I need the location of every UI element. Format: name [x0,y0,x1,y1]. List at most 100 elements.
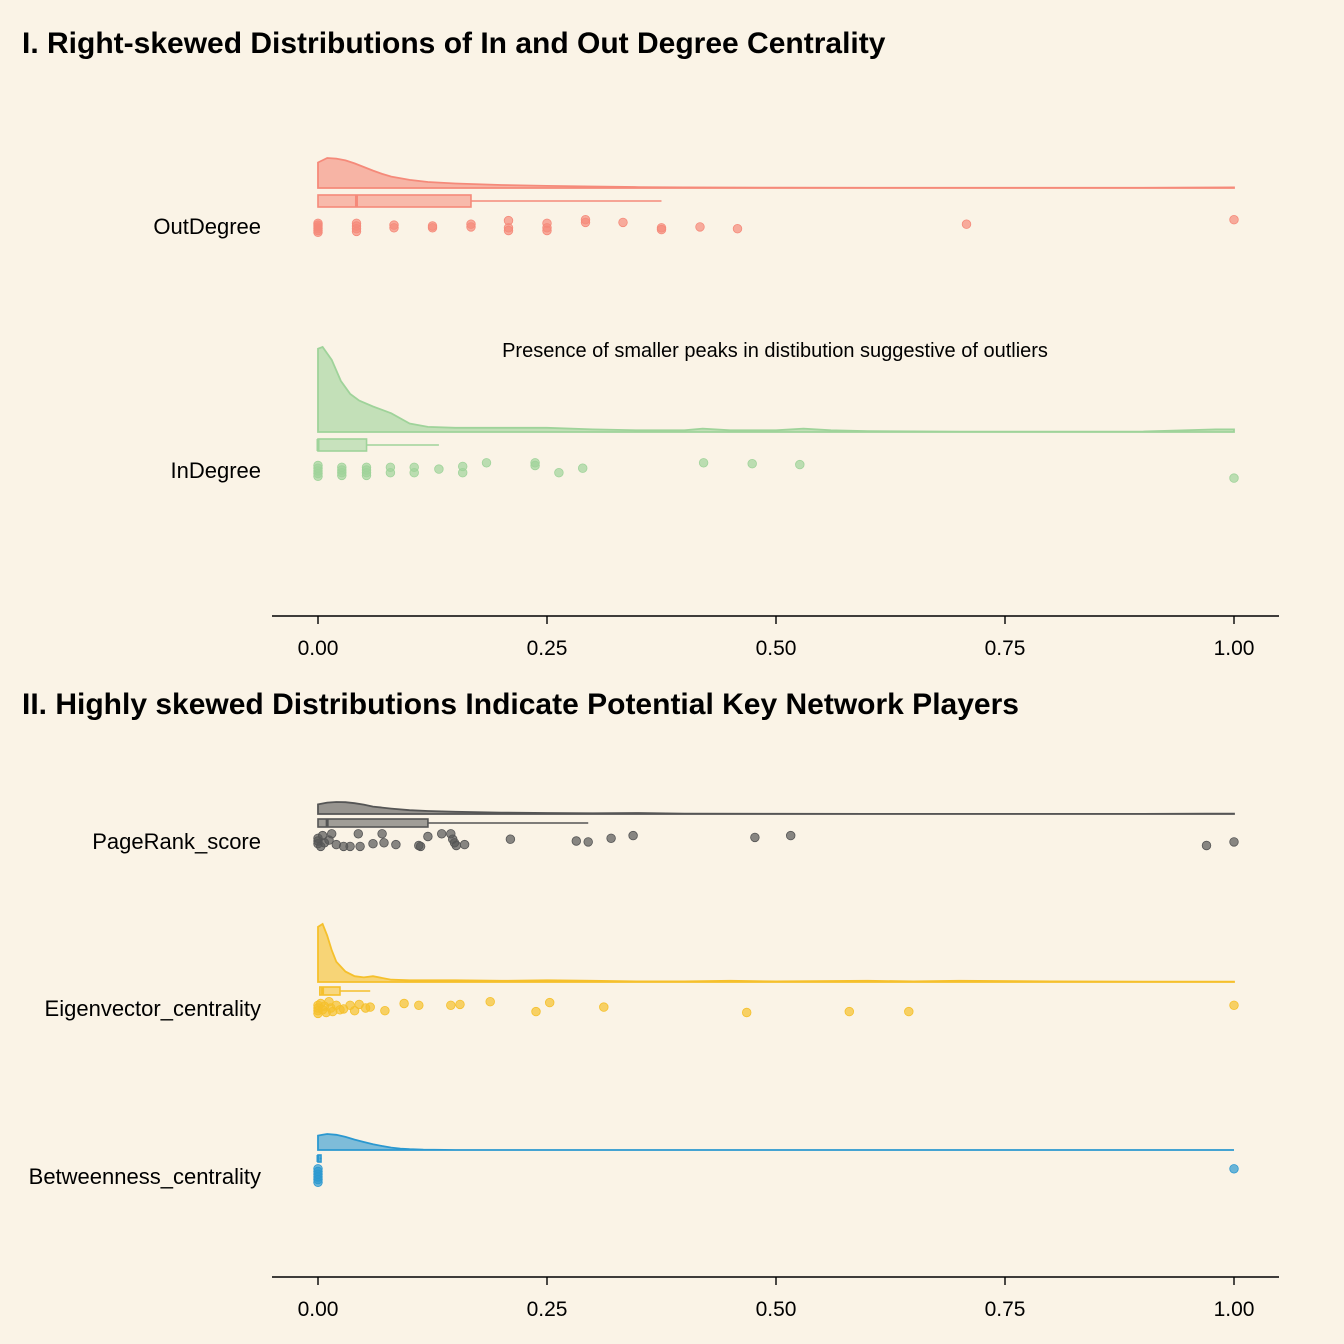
series-outdegree: OutDegree [153,157,1239,239]
data-point [313,1177,323,1188]
series-betweenness-centrality: Betweenness_centrality [29,1133,1239,1189]
x-tick-label: 0.25 [527,1298,568,1321]
x-tick-label: 1.00 [1214,637,1255,660]
data-point [451,840,462,851]
density-cloud [317,801,1235,815]
data-point [353,829,364,839]
data-point [1229,1164,1239,1174]
data-point [345,841,355,852]
data-point [391,839,401,850]
data-point [361,470,372,481]
data-point [656,224,667,235]
data-point [349,1006,360,1016]
x-tick-label: 0.50 [756,637,797,660]
data-point [459,839,470,850]
density-cloud [317,1133,1234,1151]
data-point [695,222,705,232]
data-point [446,1000,456,1011]
data-point [355,841,365,852]
data-point [1229,473,1239,483]
series-indegree: InDegree [170,345,1239,483]
density-cloud [317,345,1235,433]
data-point [434,464,444,474]
data-point [542,225,552,236]
category-label: Eigenvector_centrality [45,996,261,1021]
data-point [1229,837,1239,847]
data-point [698,458,709,468]
data-point [904,1006,914,1017]
box-iqr [317,194,472,208]
panel-2-title: II. Highly skewed Distributions Indicate… [22,688,1019,721]
data-point [389,223,399,233]
data-point [414,1000,424,1011]
data-point [485,997,495,1007]
data-point [313,227,323,238]
data-point [337,470,347,481]
data-point [313,471,323,482]
data-point [795,459,805,470]
x-tick-label: 1.00 [1214,1298,1255,1321]
data-point [618,217,628,228]
data-point [545,997,555,1008]
data-point [380,1006,390,1016]
data-point [377,829,387,839]
data-point [379,838,389,848]
data-point [1229,1000,1239,1011]
data-point [571,836,582,846]
data-point [599,1002,609,1012]
category-label: OutDegree [153,214,261,239]
data-point [458,468,468,478]
density-cloud [317,157,1235,189]
data-point [415,841,426,852]
data-point [531,1006,541,1017]
data-point [466,222,476,232]
data-point [1229,214,1239,225]
data-point [554,468,564,478]
data-point [606,833,616,844]
series-eigenvector-centrality: Eigenvector_centrality [45,922,1239,1021]
data-point [732,223,743,234]
data-point [961,219,972,229]
box-iqr [317,818,429,828]
data-point [427,223,438,233]
data-point [455,999,465,1010]
data-point [399,998,409,1009]
data-point [365,1002,375,1012]
x-tick-label: 0.25 [527,637,568,660]
category-label: PageRank_score [92,829,261,854]
data-point [1201,840,1212,851]
data-point [530,460,540,471]
data-point [385,468,396,478]
data-point [583,837,593,847]
data-point [368,839,378,849]
data-point [578,463,588,473]
data-point [786,830,796,841]
density-cloud [317,922,1235,983]
data-point [351,226,362,237]
x-tick-label: 0.50 [756,1298,797,1321]
x-tick-label: 0.00 [298,1298,339,1321]
data-point [628,830,638,841]
data-point [747,459,757,469]
data-point [742,1007,752,1018]
data-point [409,468,419,478]
panel-1-plot: 0.00 0.25 0.50 0.75 1.00 OutDegree InDegree [153,157,1279,660]
series-pagerank-score: PageRank_score [92,801,1239,854]
data-point [580,217,591,228]
box-iqr [317,438,368,452]
data-point [481,458,492,468]
panel-2-plot: 0.00 0.25 0.50 0.75 1.00 PageRank_score Eigenv… [29,801,1279,1321]
box-iqr [319,986,341,996]
data-point [844,1006,855,1017]
data-point [437,829,447,839]
category-label: Betweenness_centrality [29,1164,261,1189]
data-point [750,832,760,843]
x-tick-label: 0.00 [298,637,339,660]
x-tick-label: 0.75 [985,637,1026,660]
data-point [503,225,514,236]
data-point [505,834,516,844]
panel-1-annotation: Presence of smaller peaks in distibution… [502,340,1048,362]
panel-1-title: I. Right-skewed Distributions of In and … [22,27,886,60]
data-point [327,829,337,839]
